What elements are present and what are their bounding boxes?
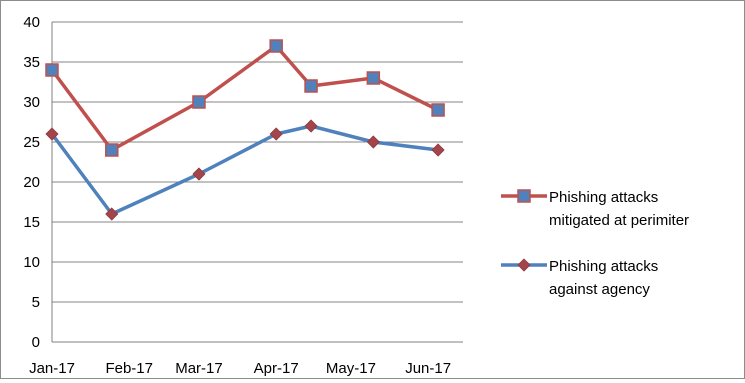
x-tick-label: Jan-17	[29, 360, 75, 377]
y-tick-label: 25	[23, 134, 40, 151]
gridlines	[51, 21, 463, 343]
x-tick-label: Feb-17	[105, 360, 153, 377]
data-point	[45, 63, 59, 77]
legend-label: Phishing attacks	[549, 189, 658, 206]
x-tick-label: Apr-17	[254, 360, 299, 377]
y-tick-label: 30	[23, 94, 40, 111]
legend-label: Phishing attacks	[549, 258, 658, 275]
x-axis-tick-labels: Jan-17 Feb-17 Mar-17 Apr-17 May-17 Jun-17	[29, 360, 451, 377]
y-tick-label: 10	[23, 254, 40, 271]
data-point	[304, 119, 318, 133]
data-point	[192, 95, 206, 109]
data-point	[45, 127, 59, 141]
data-point	[304, 79, 318, 93]
legend-marker	[517, 258, 531, 272]
data-point	[192, 167, 206, 181]
series-1	[45, 119, 445, 221]
y-tick-label: 5	[32, 294, 40, 311]
series-0	[45, 39, 445, 157]
legend-marker	[517, 189, 531, 203]
x-tick-label: May-17	[326, 360, 376, 377]
legend-item: Phishing attacks against agency	[501, 258, 658, 298]
data-point	[269, 127, 283, 141]
data-point	[105, 207, 119, 221]
y-axis-tick-labels: 0 5 10 15 20 25 30 35 40	[23, 14, 40, 351]
series-layer	[45, 39, 445, 221]
y-tick-label: 40	[23, 14, 40, 31]
legend-item: Phishing attacks mitigated at perimiter	[501, 189, 689, 229]
y-tick-label: 0	[32, 334, 40, 351]
data-point	[431, 143, 445, 157]
legend-label: against agency	[549, 281, 650, 298]
y-tick-label: 15	[23, 214, 40, 231]
data-point	[366, 71, 381, 85]
data-point	[105, 143, 119, 157]
data-point	[431, 103, 445, 117]
x-tick-label: Mar-17	[175, 360, 223, 377]
x-tick-label: Jun-17	[405, 360, 451, 377]
series-line	[50, 124, 439, 216]
data-point	[269, 39, 283, 53]
y-tick-label: 20	[23, 174, 40, 191]
data-point	[366, 135, 380, 149]
legend-label: mitigated at perimiter	[549, 212, 689, 229]
y-tick-label: 35	[23, 54, 40, 71]
